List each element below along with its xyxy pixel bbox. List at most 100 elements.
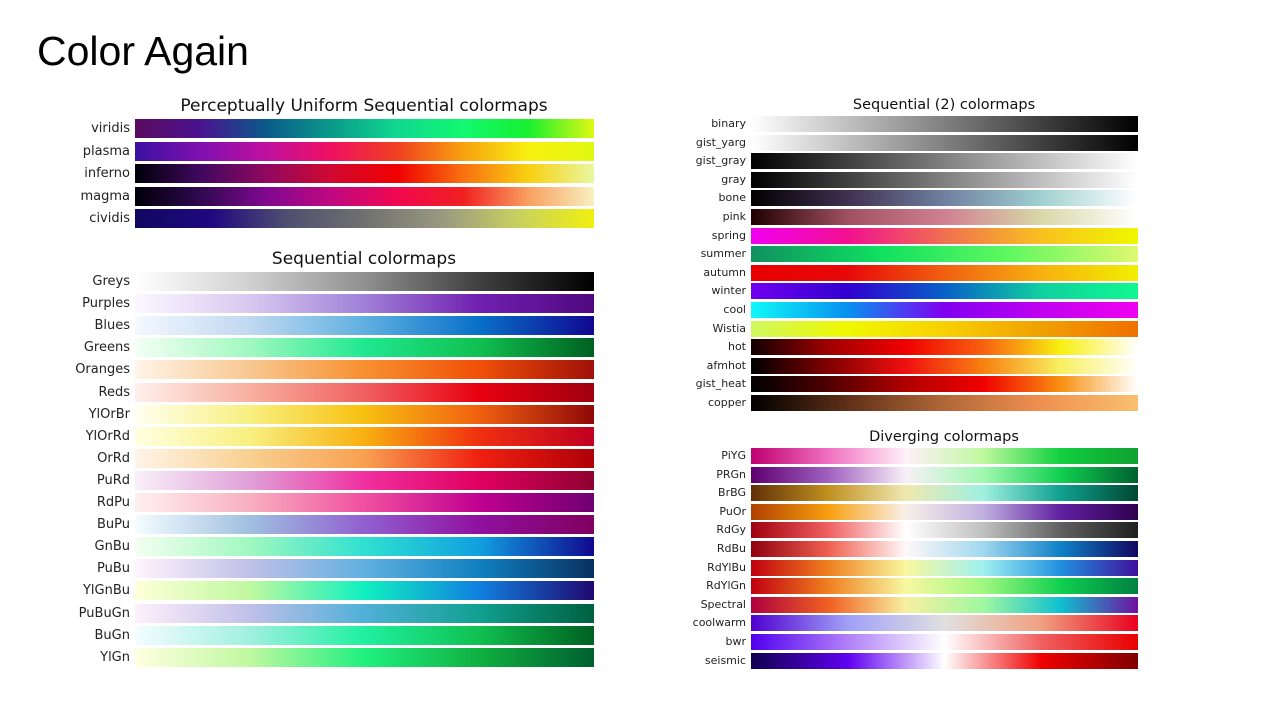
- colormap-label: BrBG: [718, 486, 746, 500]
- panel-title-sequential: Sequential colormaps: [271, 249, 457, 269]
- colormap-row: PRGn: [716, 466, 1138, 483]
- colormap-row: bwr: [725, 634, 1138, 650]
- colormap-bar-RdPu: [135, 493, 594, 512]
- colormap-bar-cool: [751, 302, 1138, 318]
- colormap-label: gist_heat: [695, 377, 746, 391]
- panel-title-diverging: Diverging colormaps: [869, 429, 1019, 445]
- colormap-label: PRGn: [716, 467, 746, 481]
- colormap-label: Reds: [98, 384, 130, 400]
- colormap-label: BuPu: [96, 517, 130, 533]
- colormap-row: RdBu: [717, 541, 1138, 557]
- colormap-row: PuBuGn: [79, 603, 594, 623]
- colormap-label: cividis: [89, 211, 130, 226]
- colormap-bar-cividis: [135, 209, 594, 228]
- colormap-bar-BuPu: [135, 515, 594, 535]
- colormap-label: bone: [718, 191, 746, 205]
- colormap-label: YlOrRd: [85, 428, 130, 444]
- colormap-label: PiYG: [721, 449, 746, 462]
- colormap-row: viridis: [91, 119, 594, 138]
- colormap-label: spring: [711, 228, 746, 242]
- colormap-bar-viridis: [135, 119, 594, 138]
- colormap-row: Reds: [99, 382, 594, 402]
- colormap-bar-autumn: [751, 264, 1138, 281]
- colormap-label: Spectral: [700, 597, 746, 611]
- colormap-row: YlGn: [100, 647, 594, 667]
- colormap-bar-winter: [751, 283, 1138, 300]
- colormap-row: RdYlBu: [707, 559, 1138, 576]
- colormap-row: RdGy: [716, 522, 1138, 539]
- colormap-row: YlGnBu: [83, 581, 594, 601]
- colormap-row: summer: [701, 246, 1138, 263]
- colormap-bar-Greys: [135, 272, 594, 291]
- colormap-row: cividis: [89, 209, 594, 228]
- colormap-row: PuRd: [97, 470, 594, 490]
- colormap-label: hot: [727, 340, 746, 354]
- colormap-row: gist_gray: [696, 153, 1138, 170]
- colormap-row: gist_heat: [696, 376, 1138, 393]
- colormap-label: summer: [700, 247, 746, 261]
- colormap-label: Oranges: [75, 362, 130, 378]
- colormap-label: cool: [723, 303, 746, 316]
- colormap-bar-coolwarm: [751, 615, 1138, 632]
- colormap-bar-hot: [751, 339, 1138, 356]
- colormap-row: BuGn: [95, 625, 594, 645]
- colormap-bar-gist_heat: [751, 376, 1138, 393]
- colormap-label: Wistia: [712, 321, 746, 335]
- colormap-label: RdPu: [96, 495, 130, 510]
- colormap-bar-RdBu: [751, 541, 1138, 557]
- colormap-bar-OrRd: [135, 448, 594, 468]
- colormap-bar-GnBu: [135, 537, 594, 557]
- colormap-row: RdPu: [97, 493, 594, 512]
- colormap-label: viridis: [91, 121, 130, 136]
- colormap-row: gist_yarg: [696, 134, 1138, 151]
- colormap-row: PuBu: [97, 559, 594, 579]
- colormap-label: autumn: [703, 265, 746, 279]
- colormap-label: Purples: [82, 296, 130, 312]
- colormap-bar-RdYlGn: [751, 578, 1138, 595]
- colormap-row: hot: [728, 339, 1138, 356]
- colormap-label: afmhot: [706, 358, 746, 372]
- colormap-bar-gist_yarg: [751, 134, 1138, 151]
- colormap-bar-PRGn: [751, 466, 1138, 483]
- colormap-label: OrRd: [97, 450, 130, 466]
- colormap-row: spring: [712, 227, 1138, 244]
- colormap-bar-inferno: [135, 164, 594, 183]
- colormap-bar-PuBuGn: [135, 603, 594, 623]
- colormap-bar-PuBu: [135, 559, 594, 579]
- colormap-label: RdGy: [716, 523, 746, 537]
- colormap-label: seismic: [704, 653, 746, 667]
- colormap-label: coolwarm: [692, 616, 746, 630]
- colormap-bar-PuRd: [135, 470, 594, 490]
- colormap-label: GnBu: [94, 539, 130, 555]
- colormap-row: pink: [723, 209, 1138, 225]
- panel-title-sequential2: Sequential (2) colormaps: [852, 97, 1036, 113]
- colormap-bar-BuGn: [135, 625, 594, 645]
- colormap-label: gist_yarg: [695, 135, 746, 149]
- colormap-row: Wistia: [712, 320, 1138, 337]
- colormap-label: YlOrBr: [88, 406, 130, 422]
- colormap-bar-bwr: [751, 634, 1138, 650]
- colormap-row: autumn: [703, 264, 1138, 281]
- colormap-bar-RdGy: [751, 522, 1138, 539]
- colormap-label: BuGn: [94, 627, 130, 643]
- colormap-label: pink: [722, 210, 746, 223]
- colormap-row: seismic: [705, 652, 1138, 669]
- colormap-label: magma: [80, 188, 130, 204]
- colormap-row: Blues: [94, 316, 594, 336]
- colormap-row: plasma: [83, 141, 594, 161]
- colormap-row: afmhot: [707, 357, 1138, 374]
- colormap-bar-YlGn: [135, 647, 594, 667]
- colormap-row: inferno: [84, 164, 594, 183]
- colormap-row: YlOrRd: [86, 426, 594, 446]
- colormap-bar-spring: [751, 227, 1138, 244]
- colormap-row: Oranges: [75, 360, 594, 380]
- colormap-bar-YlGnBu: [135, 581, 594, 601]
- colormap-row: BuPu: [97, 515, 594, 535]
- colormap-bar-binary: [751, 116, 1138, 132]
- colormap-bar-Blues: [135, 316, 594, 336]
- colormap-label: RdYlBu: [707, 560, 746, 574]
- colormap-bar-bone: [751, 190, 1138, 207]
- colormap-bar-RdYlBu: [751, 559, 1138, 576]
- colormap-label: gist_gray: [695, 154, 746, 168]
- colormap-label: Greys: [92, 274, 130, 289]
